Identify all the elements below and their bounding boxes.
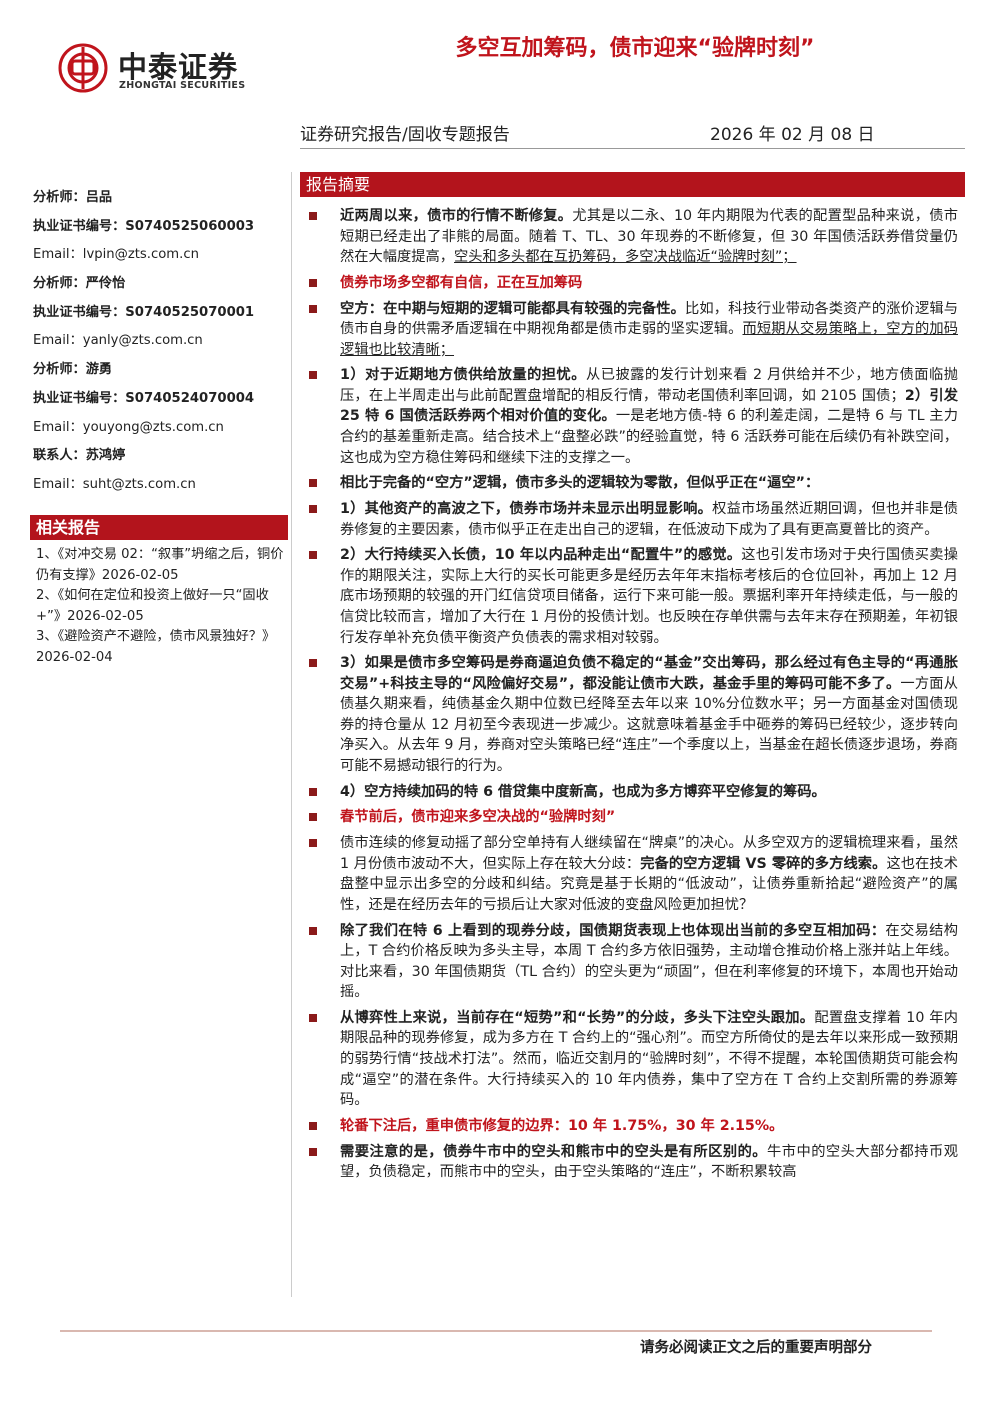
text-run: 这也在技术盘整中显示出多空的分歧和纠结。究竟是基于长期的“低波动”，让债券重新拾…: [340, 855, 958, 913]
paragraph: 2）大行持续买入长债，10 年以内品种走出“配置牛”的感觉。这也引发市场对于央行…: [306, 545, 958, 648]
contact-line: Email：yanly@zts.com.cn: [33, 333, 203, 349]
text-run: 从已披露的发行计划来看 2 月供给并不少，地方债面临抛压，在上半周走出与此前配置…: [340, 367, 958, 404]
paragraph: 除了我们在特 6 上看到的现券分歧，国债期货表现上也体现出当前的多空互相加码：在…: [306, 921, 958, 1003]
paragraph: 相比于完备的“空方”逻辑，债市多头的逻辑较为零散，但似乎正在“逼空”：: [306, 473, 958, 494]
text-run: 尤其是以二永、10 年内期限为代表的配置型品种来说，债市短期已经走出了非熊的局面…: [340, 208, 958, 266]
contact-line: 执业证书编号：S0740525060003: [33, 218, 255, 234]
text-run: 这也引发市场对于央行国债买卖操作的期限关注，实际上大行的买长可能更多是经历去年年…: [340, 547, 958, 646]
contact-line: Email：suht@zts.com.cn: [33, 476, 196, 492]
text-run: 从博弈性上来说，当前存在“短势”和“长势”的分歧，多头下注空头跟加。: [340, 1009, 815, 1026]
related-item: 2、《如何在定位和投资上做好一只“固收+”》2026-02-05: [36, 588, 269, 624]
paragraph: 3）如果是债市多空筹码是券商逼迫负债不稳定的“基金”交出筹码，那么经过有色主导的…: [306, 653, 958, 776]
text-run: 相比于完备的“空方”逻辑，债市多头的逻辑较为零散，但似乎正在“逼空”：: [340, 475, 820, 492]
text-run: 1）其他资产的高波之下，债券市场并未显示出明显影响。: [340, 501, 713, 518]
text-run: 3）如果是债市多空筹码是券商逼迫负债不稳定的“基金”交出筹码，那么经过有色主导的…: [340, 655, 958, 692]
text-run: 4）空方持续加码的特 6 借贷集中度新高，也成为多方博弈平空修复的筹码。: [340, 783, 826, 800]
logo-subtext: ZHONGTAI SECURITIES: [119, 80, 246, 91]
report-type: 证券研究报告/固收专题报告: [300, 125, 510, 145]
related-header: 相关报告: [30, 515, 288, 540]
text-run: 完备的空方逻辑 VS 零碎的多方线索。: [640, 855, 887, 872]
text-run: 2）大行持续买入长债，10 年以内品种走出“配置牛”的感觉。: [340, 547, 742, 564]
contact-line: Email：youyong@zts.com.cn: [33, 419, 224, 435]
section-header: 报告摘要: [300, 172, 965, 197]
summary-body: 近两周以来，债市的行情不断修复。尤其是以二永、10 年内期限为代表的配置型品种来…: [306, 206, 958, 1188]
contact-line: Email：lvpin@zts.com.cn: [33, 247, 199, 263]
paragraph: 春节前后，债市迎来多空决战的“验牌时刻”: [306, 807, 958, 828]
logo-mark: [58, 43, 108, 93]
text-run: 债券市场多空都有自信，正在互加筹码: [340, 274, 583, 291]
paragraph: 1）对于近期地方债供给放量的担忧。从已披露的发行计划来看 2 月供给并不少，地方…: [306, 365, 958, 468]
text-run: 除了我们在特 6 上看到的现券分歧，国债期货表现上也体现出当前的多空互相加码：: [340, 922, 886, 939]
text-run: 1）对于近期地方债供给放量的担忧。: [340, 367, 586, 384]
related-list: 1、《对冲交易 02：“叙事”坍缩之后，铜价仍有支撑》2026-02-05 2、《…: [36, 545, 284, 668]
paragraph: 空方：在中期与短期的逻辑可能都具有较强的完备性。比如，科技行业带动各类资产的涨价…: [306, 299, 958, 361]
report-date: 2026 年 02 月 08 日: [710, 125, 875, 145]
text-run: 配置盘支撑着 10 年内期限品种的现券修复，成为多方在 T 合约上的“强心剂”。…: [340, 1009, 958, 1109]
contact-line: 分析师：吕品: [33, 190, 113, 205]
paragraph: 债市连续的修复动摇了部分空单持有人继续留在“牌桌”的决心。从多空双方的逻辑梳理来…: [306, 833, 958, 915]
text-run: 一是老地方债-特 6 的利差走阔，二是特 6 与 TL 主力合约的基差重新走高。…: [340, 408, 958, 466]
paragraph: 近两周以来，债市的行情不断修复。尤其是以二永、10 年内期限为代表的配置型品种来…: [306, 206, 958, 268]
divider: [300, 148, 965, 149]
text-run: 轮番下注后，重申债市修复的边界：10 年 1.75%，30 年 2.15%。: [340, 1117, 784, 1134]
text-run: 一方面从债基久期来看，纯债基金久期中位数已经降至去年以来 10%分位数水平；另一…: [340, 675, 958, 774]
text-run: 牛市中的空头大部分都持币观望，负债稳定，而熊市中的空头，由于空头策略的“连庄”，…: [340, 1143, 958, 1181]
text-run: 权益市场虽然近期回调，但也并非是债券修复的主要因素，债市似乎正在走出自己的逻辑，…: [340, 501, 958, 538]
text-run: 近两周以来，债市的行情不断修复。: [340, 208, 573, 224]
text-run: 2）引发 25 特 6 国债活跃券两个相对价值的变化。: [340, 387, 959, 425]
paragraph: 债券市场多空都有自信，正在互加筹码: [306, 273, 958, 294]
paragraph: 从博弈性上来说，当前存在“短势”和“长势”的分歧，多头下注空头跟加。配置盘支撑着…: [306, 1008, 958, 1111]
related-item: 1、《对冲交易 02：“叙事”坍缩之后，铜价仍有支撑》2026-02-05: [36, 547, 284, 583]
contact-line: 分析师：严伶怡: [33, 276, 126, 292]
logo-text: 中泰证券: [118, 50, 239, 84]
contact-line: 执业证书编号：S0740524070004: [33, 390, 255, 406]
text-run: 需要注意的是，债券牛市中的空头和熊市中的空头是有所区别的。: [340, 1143, 768, 1160]
text-run: 空方：在中期与短期的逻辑可能都具有较强的完备性。: [340, 300, 685, 317]
footer-note: 请务必阅读正文之后的重要声明部分: [640, 1340, 872, 1356]
text-run: 债市连续的修复动摇了部分空单持有人继续留在“牌桌”的决心。从多空双方的逻辑梳理来…: [340, 835, 958, 872]
paragraph: 轮番下注后，重申债市修复的边界：10 年 1.75%，30 年 2.15%。: [306, 1116, 958, 1137]
report-title: 多空互加筹码，债市迎来“验牌时刻”: [455, 36, 815, 61]
text-run: 空头和多头都在互扔筹码，多空决战临近“验牌时刻”；: [454, 249, 797, 266]
text-run: 在交易结构上，T 合约价格反映为多头主导，本周 T 合约多方依旧强势，主动增仓推…: [340, 922, 958, 1001]
text-run: 比如，科技行业带动各类资产的涨价逻辑与债市自身的供需矛盾逻辑在中期视角都是债市走…: [340, 300, 958, 338]
column-divider: [291, 172, 292, 1297]
contacts: 分析师：吕品执业证书编号：S0740525060003 Email：lvpin@z…: [33, 184, 288, 500]
paragraph: 4）空方持续加码的特 6 借贷集中度新高，也成为多方博弈平空修复的筹码。: [306, 782, 958, 803]
paragraph: 需要注意的是，债券牛市中的空头和熊市中的空头是有所区别的。牛市中的空头大部分都持…: [306, 1142, 958, 1183]
text-run: 而短期从交易策略上，空方的加码逻辑也比较清晰；: [340, 321, 958, 358]
text-run: 春节前后，债市迎来多空决战的“验牌时刻”: [340, 809, 616, 826]
related-item: 3、《避险资产不避险，债市风景独好？》2026-02-04: [36, 629, 276, 665]
contact-line: 联系人：苏鸿婷: [33, 448, 126, 464]
contact-line: 分析师：游勇: [33, 362, 113, 378]
contact-line: 执业证书编号：S0740525070001: [33, 304, 255, 320]
footer-divider: [60, 1330, 932, 1332]
paragraph: 1）其他资产的高波之下，债券市场并未显示出明显影响。权益市场虽然近期回调，但也并…: [306, 499, 958, 540]
